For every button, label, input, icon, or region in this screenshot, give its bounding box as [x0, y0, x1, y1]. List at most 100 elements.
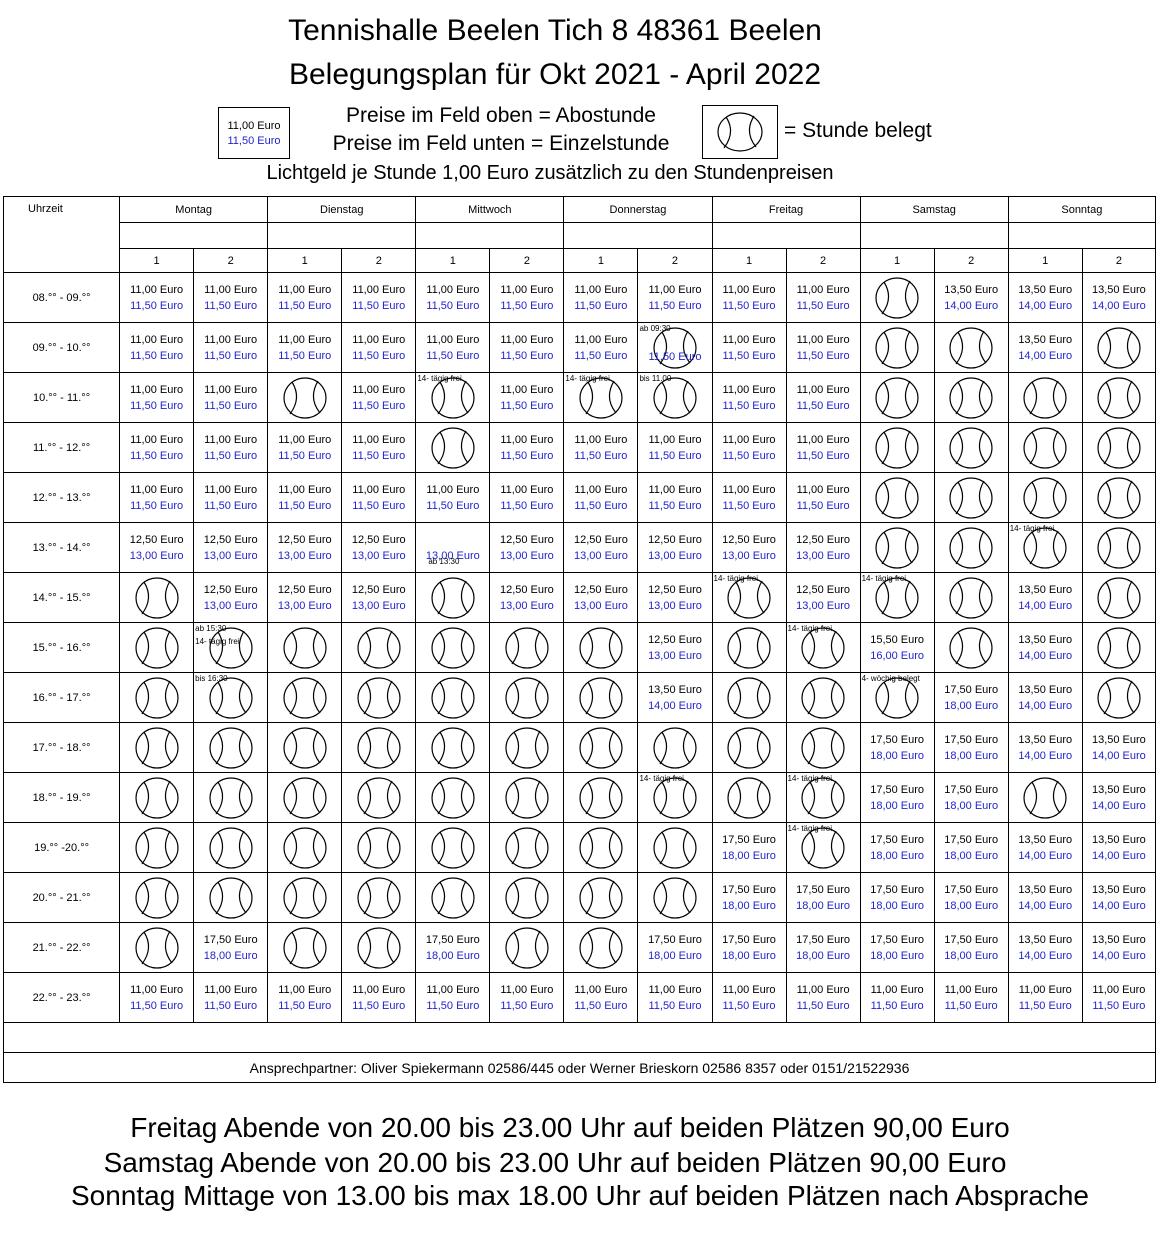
slot-cell[interactable]: 14- tägig frei — [637, 772, 713, 823]
slot-cell[interactable] — [119, 622, 195, 673]
slot-cell[interactable]: 11,00 Euro 11,50 Euro — [859, 972, 935, 1023]
slot-cell[interactable] — [563, 822, 639, 873]
slot-cell[interactable]: 11,00 Euro 11,50 Euro — [711, 472, 787, 523]
slot-cell[interactable]: 17,50 Euro 18,00 Euro — [933, 722, 1009, 773]
slot-cell[interactable]: 11,00 Euro 11,50 Euro — [785, 372, 861, 423]
slot-cell[interactable] — [859, 272, 935, 323]
slot-cell[interactable] — [119, 922, 195, 973]
slot-cell[interactable] — [859, 422, 935, 473]
slot-cell[interactable]: 11,00 Euro 11,50 Euro — [341, 272, 417, 323]
slot-cell[interactable] — [415, 772, 491, 823]
slot-cell[interactable]: 11,00 Euro 11,50 Euro — [267, 472, 343, 523]
slot-cell[interactable]: 14- tägig frei — [563, 372, 639, 423]
slot-cell[interactable]: 17,50 Euro 18,00 Euro — [859, 872, 935, 923]
slot-cell[interactable]: 14- tägig frei — [711, 572, 787, 623]
slot-cell[interactable] — [1081, 472, 1157, 523]
slot-cell[interactable] — [267, 622, 343, 673]
slot-cell[interactable] — [267, 722, 343, 773]
slot-cell[interactable]: 11,00 Euro 11,50 Euro — [563, 422, 639, 473]
slot-cell[interactable] — [267, 372, 343, 423]
slot-cell[interactable] — [1007, 422, 1083, 473]
slot-cell[interactable] — [859, 472, 935, 523]
slot-cell[interactable]: 17,50 Euro 18,00 Euro — [785, 872, 861, 923]
slot-cell[interactable] — [711, 772, 787, 823]
slot-cell[interactable]: 11,00 Euro 11,50 Euro — [711, 972, 787, 1023]
slot-cell[interactable] — [267, 922, 343, 973]
slot-cell[interactable]: 17,50 Euro 18,00 Euro — [415, 922, 491, 973]
slot-cell[interactable] — [119, 722, 195, 773]
slot-cell[interactable]: 13,50 Euro 14,00 Euro — [1081, 822, 1157, 873]
slot-cell[interactable]: 11,00 Euro 11,50 Euro — [1081, 972, 1157, 1023]
slot-cell[interactable] — [637, 722, 713, 773]
slot-cell[interactable]: 12,50 Euro 13,00 Euro — [637, 622, 713, 673]
slot-cell[interactable]: 17,50 Euro 18,00 Euro — [933, 772, 1009, 823]
slot-cell[interactable]: 13,50 Euro 14,00 Euro — [1007, 272, 1083, 323]
slot-cell[interactable]: 14- tägig frei — [859, 572, 935, 623]
slot-cell[interactable]: 13,00 Euro ab 13:30 — [415, 522, 491, 573]
slot-cell[interactable]: 17,50 Euro 18,00 Euro — [711, 872, 787, 923]
slot-cell[interactable]: bis 11.00 — [637, 372, 713, 423]
slot-cell[interactable]: 12,50 Euro 13,00 Euro — [785, 572, 861, 623]
slot-cell[interactable] — [1081, 522, 1157, 573]
slot-cell[interactable]: 13,50 Euro 14,00 Euro — [1081, 922, 1157, 973]
slot-cell[interactable] — [415, 572, 491, 623]
slot-cell[interactable]: 12,50 Euro 13,00 Euro — [563, 522, 639, 573]
slot-cell[interactable]: 11,00 Euro 11,50 Euro — [415, 472, 491, 523]
slot-cell[interactable]: 11,00 Euro 11,50 Euro — [563, 972, 639, 1023]
slot-cell[interactable] — [415, 872, 491, 923]
slot-cell[interactable] — [193, 822, 269, 873]
slot-cell[interactable] — [415, 822, 491, 873]
slot-cell[interactable]: 12,50 Euro 13,00 Euro — [119, 522, 195, 573]
slot-cell[interactable] — [267, 872, 343, 923]
slot-cell[interactable]: 12,50 Euro 13,00 Euro — [785, 522, 861, 573]
slot-cell[interactable]: 11,00 Euro 11,50 Euro — [193, 472, 269, 523]
slot-cell[interactable]: 17,50 Euro 18,00 Euro — [933, 872, 1009, 923]
slot-cell[interactable]: 11,00 Euro 11,50 Euro — [193, 422, 269, 473]
slot-cell[interactable]: 11,00 Euro 11,50 Euro — [193, 322, 269, 373]
slot-cell[interactable]: 13,50 Euro 14,00 Euro — [1081, 872, 1157, 923]
slot-cell[interactable]: 13,50 Euro 14,00 Euro — [1081, 272, 1157, 323]
slot-cell[interactable] — [933, 622, 1009, 673]
slot-cell[interactable] — [1081, 322, 1157, 373]
slot-cell[interactable]: 11,00 Euro 11,50 Euro — [415, 272, 491, 323]
slot-cell[interactable]: 11,00 Euro 11,50 Euro — [563, 472, 639, 523]
slot-cell[interactable] — [859, 522, 935, 573]
slot-cell[interactable]: 13,50 Euro 14,00 Euro — [1081, 772, 1157, 823]
slot-cell[interactable]: 12,50 Euro 13,00 Euro — [489, 522, 565, 573]
slot-cell[interactable] — [711, 622, 787, 673]
slot-cell[interactable]: 11,00 Euro 11,50 Euro — [119, 322, 195, 373]
slot-cell[interactable] — [489, 672, 565, 723]
slot-cell[interactable]: 13,50 Euro 14,00 Euro — [1007, 322, 1083, 373]
slot-cell[interactable]: 11,00 Euro 11,50 Euro — [341, 472, 417, 523]
slot-cell[interactable]: 11,00 Euro 11,50 Euro — [637, 272, 713, 323]
slot-cell[interactable]: 11,00 Euro 11,50 Euro — [267, 272, 343, 323]
slot-cell[interactable] — [563, 672, 639, 723]
slot-cell[interactable]: 11,00 Euro 11,50 Euro — [341, 372, 417, 423]
slot-cell[interactable]: 11,00 Euro 11,50 Euro — [489, 322, 565, 373]
slot-cell[interactable]: 11,00 Euro 11,50 Euro — [711, 272, 787, 323]
slot-cell[interactable]: 12,50 Euro 13,00 Euro — [267, 572, 343, 623]
slot-cell[interactable]: 11,00 Euro 11,50 Euro — [637, 422, 713, 473]
slot-cell[interactable]: 11,00 Euro 11,50 Euro — [119, 422, 195, 473]
slot-cell[interactable] — [563, 622, 639, 673]
slot-cell[interactable] — [1081, 622, 1157, 673]
slot-cell[interactable]: 12,50 Euro 13,00 Euro — [341, 572, 417, 623]
slot-cell[interactable]: 11,00 Euro 11,50 Euro — [193, 272, 269, 323]
slot-cell[interactable]: 11,00 Euro 11,50 Euro — [563, 322, 639, 373]
slot-cell[interactable]: 12,50 Euro 13,00 Euro — [267, 522, 343, 573]
slot-cell[interactable] — [341, 672, 417, 723]
slot-cell[interactable] — [933, 522, 1009, 573]
slot-cell[interactable]: 12,50 Euro 13,00 Euro — [193, 522, 269, 573]
slot-cell[interactable] — [1081, 572, 1157, 623]
slot-cell[interactable] — [341, 622, 417, 673]
slot-cell[interactable] — [267, 822, 343, 873]
slot-cell[interactable]: 4- wöchig belegt — [859, 672, 935, 723]
slot-cell[interactable] — [341, 772, 417, 823]
slot-cell[interactable]: 17,50 Euro 18,00 Euro — [637, 922, 713, 973]
slot-cell[interactable] — [119, 672, 195, 723]
slot-cell[interactable]: 14- tägig frei — [1007, 522, 1083, 573]
slot-cell[interactable]: 11,00 Euro 11,50 Euro — [489, 472, 565, 523]
slot-cell[interactable] — [341, 722, 417, 773]
slot-cell[interactable]: 11,00 Euro 11,50 Euro — [563, 272, 639, 323]
slot-cell[interactable]: 12,50 Euro 13,00 Euro — [563, 572, 639, 623]
